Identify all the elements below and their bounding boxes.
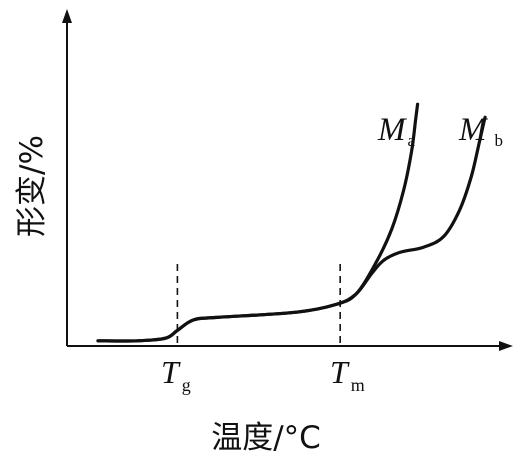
curves xyxy=(96,102,487,343)
series-line-mb xyxy=(96,115,487,343)
x-tick-label-tm-sub: m xyxy=(351,375,365,395)
x-tick-label-tg-sub: g xyxy=(182,375,191,395)
series-label-ma-main: M xyxy=(377,112,407,148)
y-axis-label: 形变/% xyxy=(14,135,50,237)
series-label-mb-sub: b xyxy=(495,131,504,150)
series-line-ma xyxy=(96,102,420,343)
x-axis-label: 温度/°C xyxy=(211,420,321,456)
series-label-ma-sub: a xyxy=(408,131,416,150)
x-tick-label-tg-main: T xyxy=(161,354,181,390)
guide-lines xyxy=(176,264,341,346)
series-label-mb-main: M xyxy=(458,112,488,148)
x-tick-label-tm-main: T xyxy=(330,354,350,390)
